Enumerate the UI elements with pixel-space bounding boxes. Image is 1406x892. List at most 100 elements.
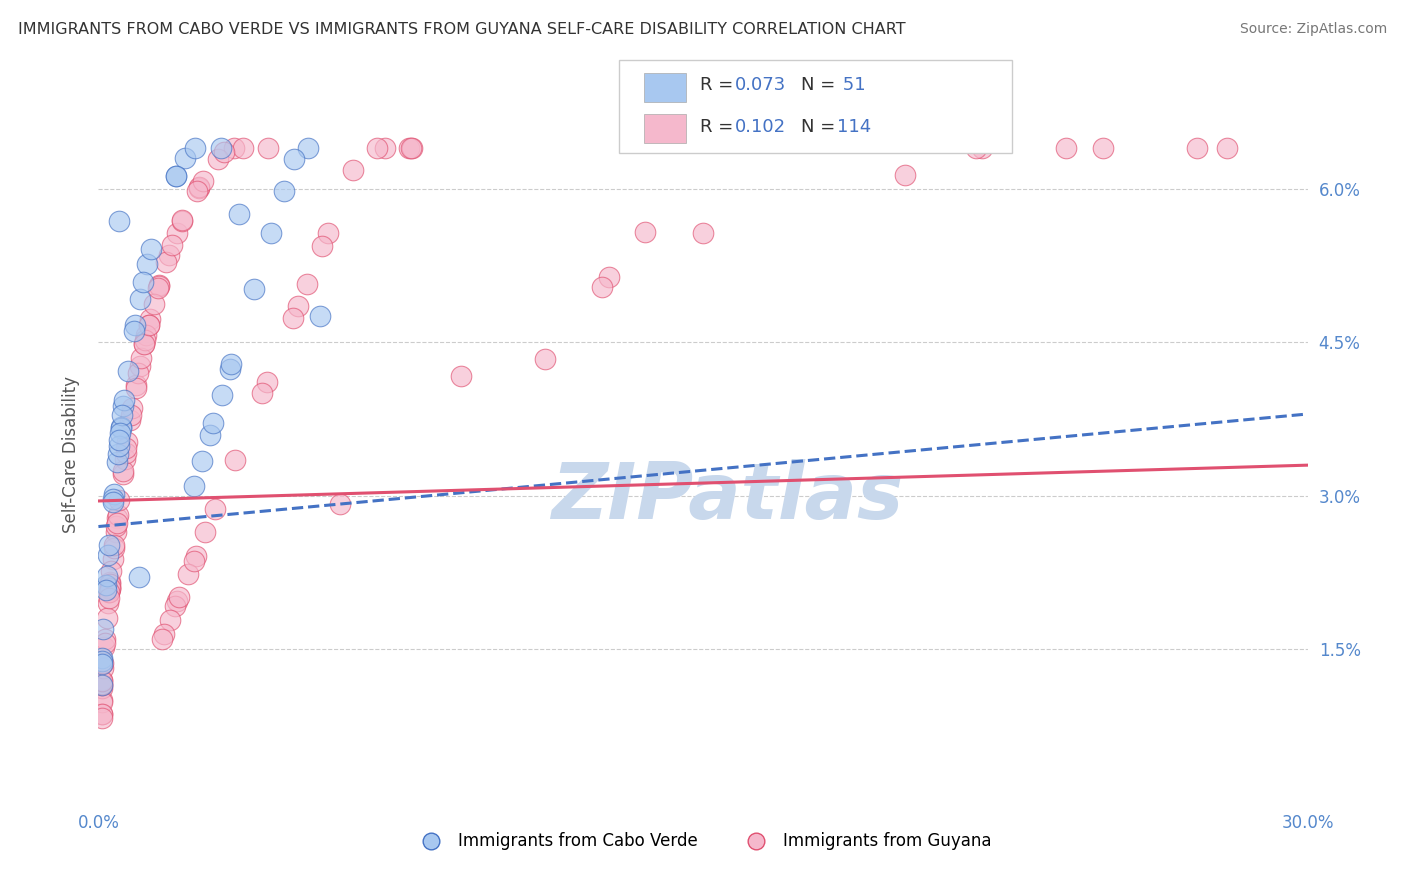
Text: 51: 51 xyxy=(837,76,865,94)
Point xyxy=(256,376,278,390)
Point xyxy=(108,493,131,508)
Point xyxy=(120,413,142,427)
Point xyxy=(96,578,118,592)
Point xyxy=(97,549,120,563)
Point xyxy=(91,681,114,696)
Point xyxy=(219,361,242,376)
Point xyxy=(155,255,177,269)
Point xyxy=(166,226,188,240)
Point xyxy=(111,408,134,422)
Point xyxy=(250,386,273,401)
Point xyxy=(228,207,250,221)
Point xyxy=(401,141,423,155)
Point xyxy=(125,381,148,395)
Point xyxy=(111,467,134,481)
Text: 0.073: 0.073 xyxy=(735,76,786,94)
Point xyxy=(159,613,181,627)
Point xyxy=(135,327,157,342)
Point xyxy=(93,636,115,650)
Point xyxy=(104,525,127,540)
Point xyxy=(124,318,146,332)
Point xyxy=(165,169,187,184)
Point xyxy=(105,519,128,533)
Point xyxy=(98,582,121,596)
Point xyxy=(598,270,620,285)
Point xyxy=(139,242,162,256)
Point xyxy=(177,566,200,581)
Point xyxy=(184,549,207,563)
Point xyxy=(91,651,114,665)
Point xyxy=(194,525,217,540)
Point xyxy=(309,309,332,323)
Text: N =: N = xyxy=(801,76,841,94)
Point xyxy=(121,401,143,416)
Point xyxy=(138,318,160,332)
Point xyxy=(188,180,211,194)
Point xyxy=(91,706,114,721)
Point xyxy=(152,627,174,641)
Point xyxy=(128,292,150,306)
Point xyxy=(103,538,125,552)
Point xyxy=(91,654,114,668)
Point xyxy=(450,368,472,383)
Point xyxy=(98,575,121,590)
Point xyxy=(97,591,120,606)
Point xyxy=(112,464,135,478)
Point xyxy=(1091,141,1114,155)
Point xyxy=(91,622,114,636)
Point xyxy=(91,676,114,690)
Point xyxy=(188,180,211,194)
Point xyxy=(100,564,122,578)
Point xyxy=(692,226,714,240)
Y-axis label: Self-Care Disability: Self-Care Disability xyxy=(62,376,80,533)
Point xyxy=(103,487,125,501)
Point xyxy=(191,454,214,468)
Point xyxy=(103,491,125,506)
Point xyxy=(134,334,156,348)
Point xyxy=(91,693,114,707)
Point xyxy=(160,237,183,252)
Point xyxy=(316,226,339,240)
Point xyxy=(591,280,613,294)
Point xyxy=(98,581,121,595)
Point xyxy=(110,420,132,434)
Point xyxy=(167,590,190,604)
Point xyxy=(295,277,318,292)
Point xyxy=(366,141,388,155)
Point xyxy=(131,351,153,365)
Legend: Immigrants from Cabo Verde, Immigrants from Guyana: Immigrants from Cabo Verde, Immigrants f… xyxy=(408,826,998,857)
Point xyxy=(98,580,121,594)
Point xyxy=(260,226,283,240)
Point xyxy=(94,582,117,597)
Point xyxy=(91,706,114,721)
Point xyxy=(148,277,170,292)
Point xyxy=(157,248,180,262)
Point xyxy=(127,367,149,381)
Point xyxy=(398,141,420,155)
Text: R =: R = xyxy=(700,118,740,136)
Point xyxy=(108,434,131,448)
Point xyxy=(142,297,165,311)
Point xyxy=(98,585,121,599)
Point xyxy=(146,281,169,295)
Point xyxy=(170,214,193,228)
Point xyxy=(107,447,129,461)
Point xyxy=(91,674,114,689)
Point xyxy=(91,661,114,675)
Point xyxy=(212,145,235,160)
Point xyxy=(329,497,352,511)
Point xyxy=(132,276,155,290)
Point xyxy=(101,495,124,509)
Point xyxy=(1187,141,1209,155)
Point xyxy=(283,152,305,166)
Point xyxy=(103,541,125,555)
Point xyxy=(128,570,150,584)
Point xyxy=(105,516,128,530)
Point xyxy=(219,358,242,372)
Point xyxy=(165,169,187,183)
Point xyxy=(96,569,118,583)
Point xyxy=(91,673,114,687)
Point xyxy=(112,399,135,413)
Point xyxy=(893,168,915,182)
Point xyxy=(166,594,188,608)
